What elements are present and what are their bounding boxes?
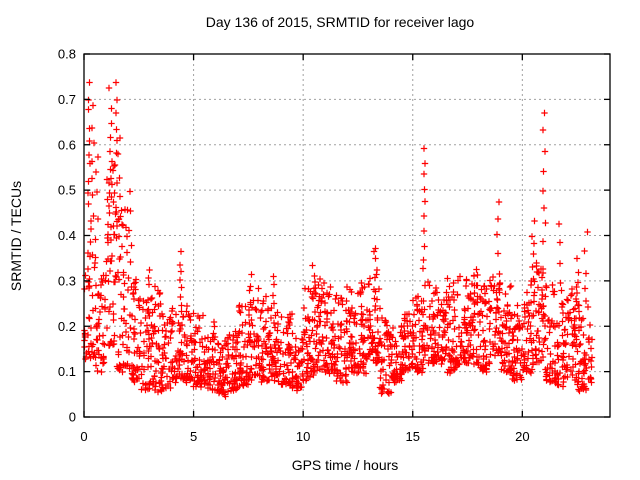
y-tick-label: 0.2 [58,319,76,334]
x-axis-label: GPS time / hours [292,457,399,473]
y-tick-label: 0.7 [58,92,76,107]
x-tick-label: 20 [515,429,529,444]
scatter-series-plus-markers [81,79,596,400]
y-tick-label: 0.8 [58,47,76,62]
y-axis-label: SRMTID / TECUs [8,181,24,291]
x-tick-label: 0 [80,429,87,444]
scatter-points [81,79,596,400]
plot-border [83,53,611,418]
x-tick-label: 5 [190,429,197,444]
x-tick-label: 10 [296,429,310,444]
y-tick-label: 0.6 [58,137,76,152]
y-tick-label: 0 [69,410,76,425]
y-tick-label: 0.4 [58,228,76,243]
y-tick-label: 0.1 [58,364,76,379]
x-tick-label: 15 [406,429,420,444]
y-tick-label: 0.5 [58,183,76,198]
chart-title: Day 136 of 2015, SRMTID for receiver lag… [206,14,475,30]
gridlines [84,54,610,417]
y-tick-label: 0.3 [58,273,76,288]
tick-labels: 0 5 10 15 20 0 0.1 0.2 0.3 0.4 0.5 0.6 0.7 0.8 [58,47,530,445]
